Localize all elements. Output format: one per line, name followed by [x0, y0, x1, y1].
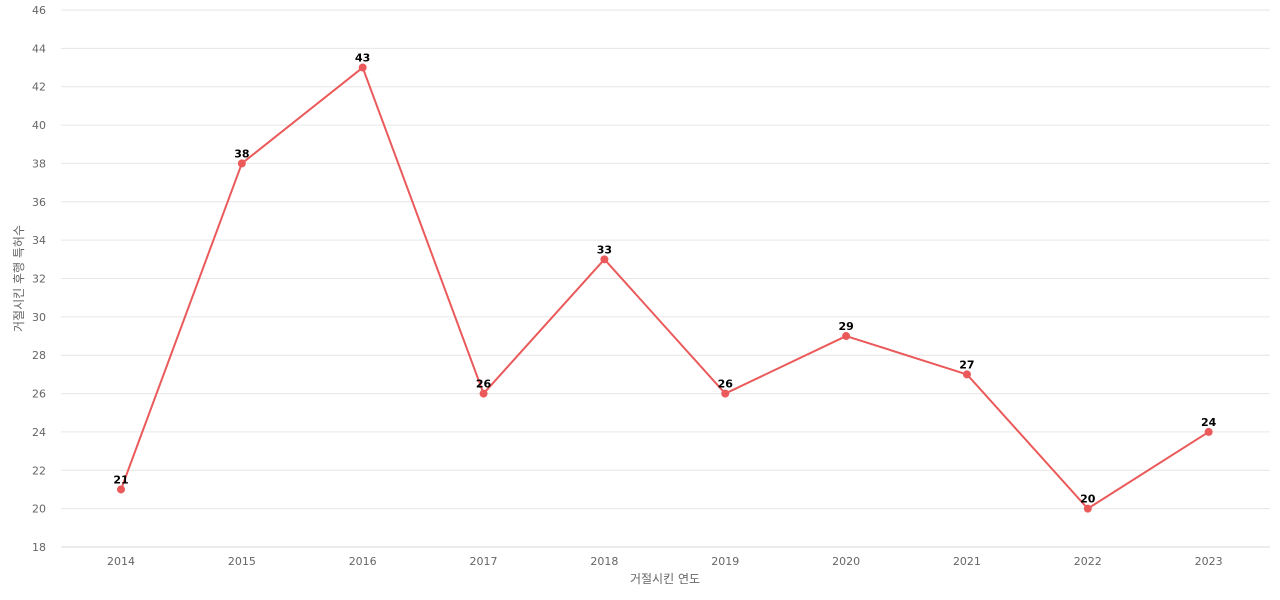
data-label: 29 — [838, 320, 853, 333]
y-tick-label: 42 — [32, 81, 46, 94]
data-point[interactable] — [117, 485, 125, 494]
y-tick-label: 22 — [32, 464, 46, 477]
data-point[interactable] — [479, 389, 488, 398]
data-point[interactable] — [842, 332, 851, 341]
y-tick-label: 20 — [32, 503, 46, 516]
x-tick-label: 2020 — [832, 555, 860, 568]
y-tick-label: 38 — [32, 157, 46, 170]
y-tick-label: 24 — [32, 426, 46, 439]
x-tick-label: 2015 — [228, 555, 256, 568]
data-label: 43 — [355, 52, 370, 65]
y-tick-label: 34 — [32, 234, 46, 247]
data-label: 38 — [234, 147, 249, 160]
y-tick-label: 40 — [32, 119, 46, 132]
x-tick-label: 2016 — [349, 555, 377, 568]
data-point[interactable] — [358, 63, 367, 72]
data-point[interactable] — [962, 370, 971, 379]
y-tick-label: 36 — [32, 196, 46, 209]
data-point[interactable] — [1204, 427, 1213, 436]
y-tick-label: 18 — [32, 541, 46, 554]
data-label: 33 — [597, 243, 612, 256]
data-point[interactable] — [1083, 504, 1092, 513]
y-tick-label: 30 — [32, 311, 46, 324]
data-label: 20 — [1080, 493, 1096, 506]
x-tick-label: 2019 — [711, 555, 739, 568]
x-tick-label: 2021 — [953, 555, 981, 568]
data-point[interactable] — [721, 389, 730, 398]
y-tick-label: 26 — [32, 388, 46, 401]
y-axis-title: 거절시킨 후행 특허수 — [11, 225, 26, 332]
data-label: 27 — [959, 358, 974, 371]
y-axis: 18 20 22 24 26 28 30 32 34 36 38 40 42 44 46 — [32, 4, 46, 554]
data-label: 26 — [718, 378, 734, 391]
y-tick-label: 44 — [32, 42, 46, 55]
data-point[interactable] — [237, 159, 246, 168]
x-tick-label: 2017 — [470, 555, 498, 568]
y-tick-label: 28 — [32, 349, 46, 362]
y-tick-label: 32 — [32, 273, 46, 286]
x-axis: 2014 2015 2016 2017 2018 2019 2020 2021 2022 2023 — [61, 546, 1270, 568]
x-tick-label: 2023 — [1195, 555, 1223, 568]
x-axis-title: 거절시킨 연도 — [630, 572, 700, 586]
series-layer — [117, 63, 1213, 513]
data-label: 26 — [476, 378, 492, 391]
data-labels: 21 38 43 26 33 26 29 27 20 24 — [113, 52, 1216, 506]
x-tick-label: 2018 — [590, 555, 618, 568]
y-tick-label: 46 — [32, 4, 46, 17]
series-line — [120, 66, 1210, 510]
gridlines — [61, 9, 1270, 510]
data-label: 21 — [113, 473, 128, 486]
x-tick-label: 2022 — [1074, 555, 1102, 568]
data-point[interactable] — [600, 255, 609, 264]
data-label: 24 — [1201, 416, 1217, 429]
x-tick-label: 2014 — [107, 555, 135, 568]
